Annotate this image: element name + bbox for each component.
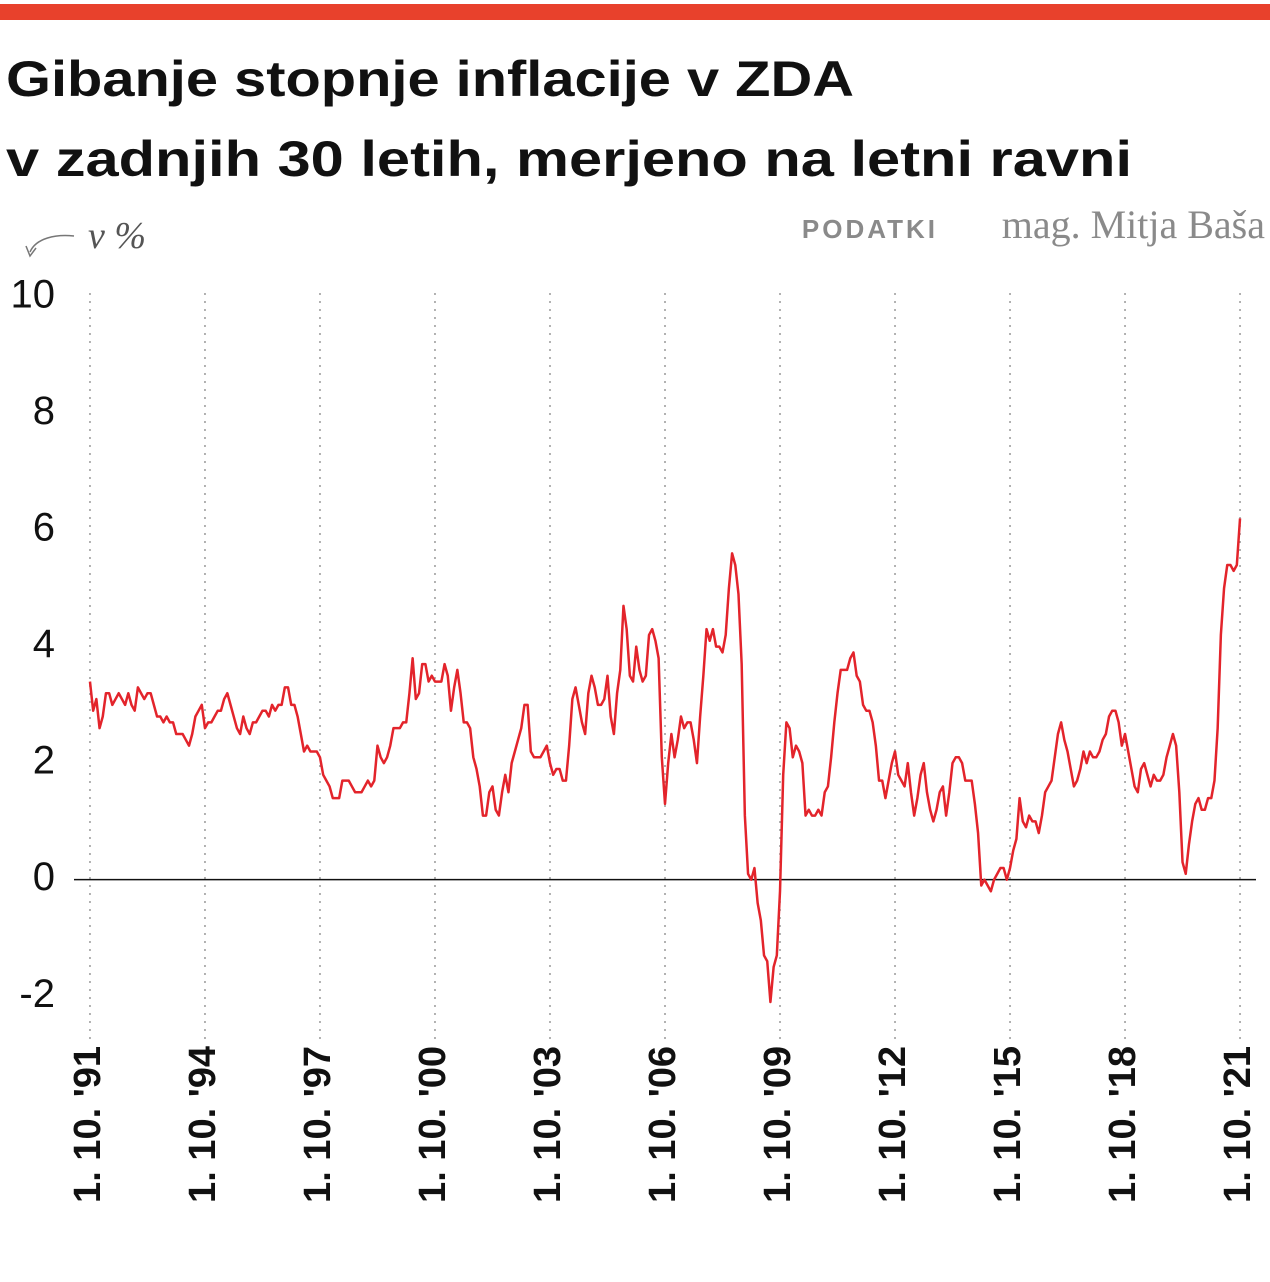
chart-subtitle: v zadnjih 30 letih, merjeno na letni rav… — [6, 131, 1132, 187]
y-unit-label: v % — [88, 215, 146, 257]
x-tick-label: 1. 10. '94 — [182, 1046, 224, 1203]
y-tick-label: 8 — [33, 389, 55, 433]
x-tick-label: 1. 10. '09 — [757, 1046, 799, 1203]
y-tick-label: 0 — [33, 855, 55, 899]
x-tick-label: 1. 10. '03 — [527, 1046, 569, 1203]
y-tick-label: 2 — [33, 739, 55, 783]
chart-title: Gibanje stopnje inflacije v ZDA — [6, 51, 854, 107]
unit-arrow — [25, 234, 75, 258]
x-tick-label: 1. 10. '18 — [1102, 1046, 1144, 1203]
x-tick-label: 1. 10. '21 — [1217, 1046, 1259, 1203]
line-series — [88, 518, 1242, 1004]
x-tick-label: 1. 10. '91 — [67, 1046, 109, 1203]
x-tick-label: 1. 10. '12 — [872, 1046, 914, 1203]
y-tick-label: 6 — [33, 506, 55, 550]
source-label: PODATKI — [802, 214, 938, 244]
y-tick-label: 4 — [33, 622, 55, 666]
y-tick-label: 10 — [11, 273, 56, 317]
x-tick-label: 1. 10. '97 — [297, 1046, 339, 1203]
x-tick-label: 1. 10. '06 — [642, 1046, 684, 1203]
source: mag. Mitja Baša — [1002, 202, 1266, 247]
y-tick-label: -2 — [19, 972, 55, 1016]
x-tick-label: 1. 10. '00 — [412, 1046, 454, 1203]
x-tick-label: 1. 10. '15 — [987, 1046, 1029, 1203]
top-bar — [0, 4, 1270, 20]
